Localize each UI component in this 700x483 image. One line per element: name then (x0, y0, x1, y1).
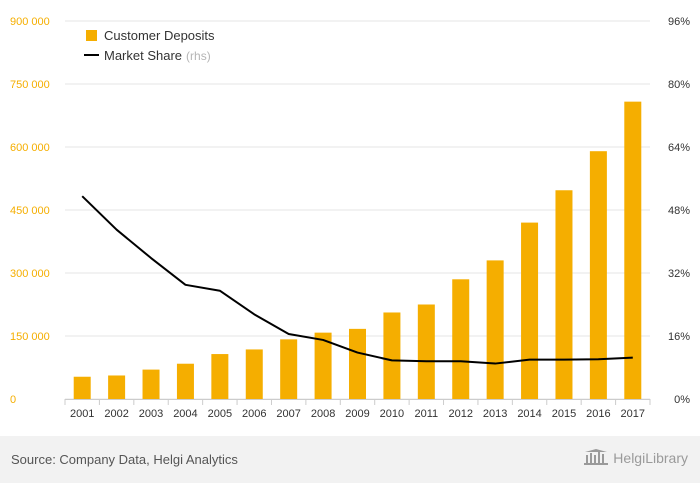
legend-swatch-deposits (86, 30, 97, 41)
bar (245, 349, 263, 399)
x-tick-label: 2016 (586, 408, 610, 420)
bar (73, 376, 91, 399)
y-axis-right: 0% 16% 32% 48% 64% 80% 96% (668, 16, 690, 406)
y-left-tick-label: 750 000 (10, 79, 50, 91)
x-axis: 2001 2002 2003 2004 2005 2006 2007 2008 2009 2010… (64, 399, 651, 420)
legend-label-rhs: (rhs) (186, 49, 211, 63)
bar (555, 190, 573, 399)
bar (383, 312, 401, 399)
bar (280, 339, 298, 399)
bar (211, 354, 229, 399)
y-right-tick-label: 0% (674, 394, 690, 406)
x-tick-label: 2003 (139, 408, 163, 420)
y-left-tick-label: 600 000 (10, 142, 50, 154)
bar (452, 279, 470, 399)
line-series (81, 195, 633, 365)
bar (142, 369, 160, 399)
deposits-market-share-chart: 0 150 000 300 000 450 000 600 000 750 000 900 … (10, 16, 690, 420)
library-icon (584, 449, 609, 465)
y-axis-left: 0 150 000 300 000 450 000 600 000 750 000 900 … (10, 16, 50, 406)
bar (108, 375, 126, 399)
bar (314, 332, 332, 399)
legend-label-deposits: Customer Deposits (104, 28, 215, 43)
bar (486, 260, 504, 399)
y-right-tick-label: 80% (668, 79, 690, 91)
grid-lines (65, 20, 650, 400)
x-tick-label: 2012 (448, 408, 472, 420)
y-left-tick-label: 300 000 (10, 268, 50, 280)
x-tick-label: 2008 (311, 408, 335, 420)
x-tick-label: 2007 (276, 408, 300, 420)
brand-name: HelgiLibrary (613, 450, 688, 466)
bar (521, 222, 539, 399)
legend: Customer Deposits Market Share (rhs) (84, 28, 215, 63)
x-tick-label: 2004 (173, 408, 197, 420)
x-tick-label: 2009 (345, 408, 369, 420)
bar (417, 304, 435, 399)
y-right-tick-label: 16% (668, 331, 690, 343)
market-share-line (81, 195, 633, 365)
bar (349, 328, 366, 399)
source-note: Source: Company Data, Helgi Analytics (11, 452, 238, 467)
brand-logo: HelgiLibrary (583, 448, 688, 468)
bar-series (73, 101, 642, 399)
x-tick-label: 2013 (483, 408, 507, 420)
bar (624, 101, 642, 399)
x-tick-label: 2006 (242, 408, 266, 420)
y-left-tick-label: 450 000 (10, 205, 50, 217)
y-right-tick-label: 96% (668, 16, 690, 28)
y-left-tick-label: 0 (10, 394, 16, 406)
x-tick-label: 2015 (552, 408, 576, 420)
legend-label-market-share-text: Market Share (104, 48, 182, 63)
x-tick-label: 2005 (208, 408, 232, 420)
legend-label-market-share: Market Share (rhs) (104, 48, 211, 63)
x-tick-label: 2001 (70, 408, 94, 420)
y-right-tick-label: 48% (668, 205, 690, 217)
x-tick-label: 2011 (414, 408, 438, 420)
footer: Source: Company Data, Helgi Analytics He… (0, 436, 700, 483)
y-left-tick-label: 900 000 (10, 16, 50, 28)
x-tick-label: 2017 (621, 408, 645, 420)
y-right-tick-label: 32% (668, 268, 690, 280)
bar (176, 363, 194, 399)
x-tick-label: 2002 (104, 408, 128, 420)
y-right-tick-label: 64% (668, 142, 690, 154)
x-tick-label: 2010 (380, 408, 404, 420)
x-tick-label: 2014 (517, 408, 541, 420)
y-left-tick-label: 150 000 (10, 331, 50, 343)
bar (589, 151, 607, 399)
